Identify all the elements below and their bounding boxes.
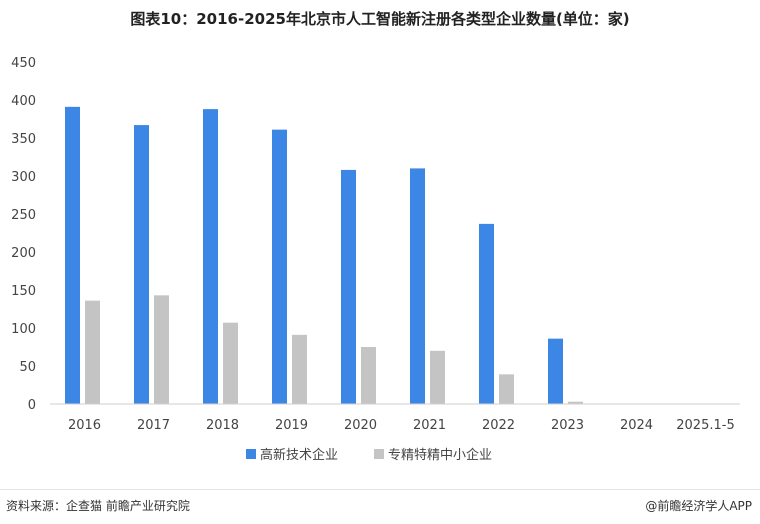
y-tick-label: 200: [11, 246, 36, 261]
y-tick-label: 250: [11, 208, 36, 223]
bar-high-tech-2020: [341, 169, 356, 404]
bar-high-tech-2019: [272, 129, 287, 404]
legend-label: 高新技术企业: [260, 447, 338, 463]
y-tick-label: 400: [11, 94, 36, 109]
x-tick-label: 2017: [137, 418, 170, 433]
bar-high-tech-2018: [203, 109, 218, 405]
brand-note: @前瞻经济学人APP: [645, 499, 752, 513]
y-tick-label: 450: [11, 56, 36, 71]
bar-high-tech-2016: [65, 106, 80, 404]
legend-swatch: [246, 449, 256, 459]
x-tick-label: 2022: [482, 418, 515, 433]
bar-high-tech-2022: [479, 223, 494, 404]
source-note: 资料来源：企查猫 前瞻产业研究院: [6, 499, 190, 513]
y-tick-label: 300: [11, 170, 36, 185]
bar-specialized-2018: [223, 322, 238, 404]
y-tick-label: 150: [11, 284, 36, 299]
bar-high-tech-2017: [134, 125, 149, 404]
footer-divider: [0, 489, 760, 490]
bar-high-tech-2023: [548, 338, 563, 404]
x-tick-label: 2023: [551, 418, 584, 433]
bars: [65, 106, 583, 405]
x-tick-label: 2021: [413, 418, 446, 433]
bar-specialized-2023: [568, 401, 583, 404]
x-tick-label: 2025.1-5: [676, 418, 734, 433]
x-tick-label: 2016: [68, 418, 101, 433]
y-tick-label: 100: [11, 322, 36, 337]
legend-label: 专精特精中小企业: [388, 447, 492, 463]
x-tick-label: 2020: [344, 418, 377, 433]
bar-specialized-2021: [430, 350, 445, 404]
bar-specialized-2020: [361, 347, 376, 404]
x-tick-label: 2018: [206, 418, 239, 433]
x-axis: 2016 2017 2018 2019 2020 2021 2022 2023 2024 2025…: [68, 418, 735, 433]
x-tick-label: 2019: [275, 418, 308, 433]
y-tick-label: 350: [11, 132, 36, 147]
bar-specialized-2017: [154, 295, 169, 404]
bar-specialized-2016: [85, 300, 100, 404]
chart-title: 图表10：2016-2025年北京市人工智能新注册各类型企业数量(单位：家): [130, 10, 630, 28]
y-axis: 0 50 100 150 200 250 300 350 400 450: [11, 56, 36, 413]
legend: 高新技术企业 专精特精中小企业: [246, 447, 492, 463]
y-tick-label: 50: [19, 360, 36, 375]
x-tick-label: 2024: [620, 418, 653, 433]
bar-specialized-2022: [499, 374, 514, 404]
y-tick-label: 0: [28, 398, 36, 413]
bar-high-tech-2021: [410, 168, 425, 404]
legend-swatch: [374, 449, 384, 459]
bar-specialized-2019: [292, 334, 307, 404]
